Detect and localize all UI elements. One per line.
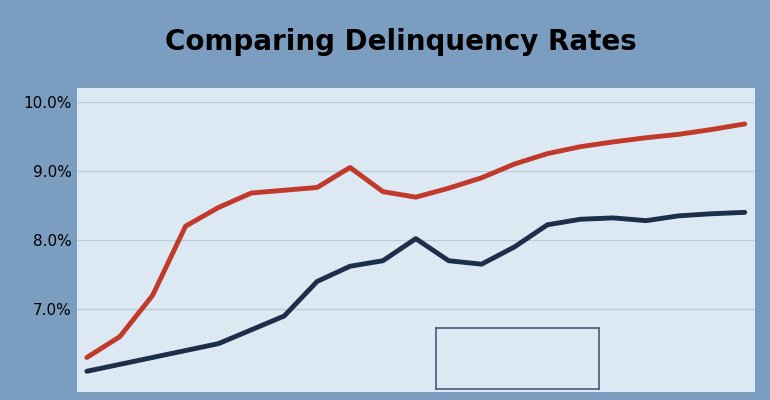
Text: Comparing Delinquency Rates: Comparing Delinquency Rates <box>165 28 636 56</box>
